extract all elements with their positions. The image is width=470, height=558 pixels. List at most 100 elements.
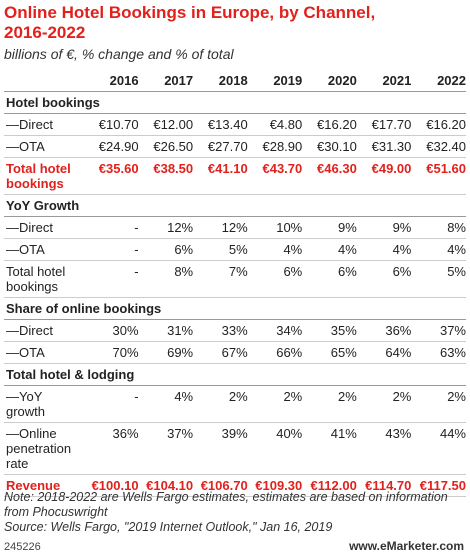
cell: €38.50 <box>138 157 194 195</box>
row-label: —YoY growth <box>4 385 84 423</box>
section-title: Hotel bookings <box>4 91 466 114</box>
cell: €12.00 <box>138 113 194 136</box>
row: —YoY growth -4% 2% 2% 2% 2% 2% <box>4 385 466 423</box>
cell: - <box>84 385 139 423</box>
cell: 63% <box>411 341 466 364</box>
row-label: Total hotel bookings <box>4 260 84 298</box>
cell: 9% <box>302 216 357 239</box>
row: —OTA 70% 69% 67% 66% 65% 64% 63% <box>4 341 466 364</box>
cell: €35.60 <box>84 157 139 195</box>
cell: €16.20 <box>411 113 466 136</box>
cell: 6% <box>138 238 194 261</box>
cell: €106.70 <box>193 474 248 497</box>
chart-id: 245226 <box>4 541 41 553</box>
cell: - <box>84 260 139 298</box>
cell: 69% <box>138 341 194 364</box>
subtitle: billions of €, % change and % of total <box>4 46 234 62</box>
row: —OTA -6% 5% 4% 4% 4% 4% <box>4 238 466 261</box>
cell: 8% <box>411 216 466 239</box>
cell: 6% <box>247 260 303 298</box>
cell: 64% <box>356 341 412 364</box>
row-label: —OTA <box>4 341 84 364</box>
section-row: Total hotel & lodging <box>4 363 466 386</box>
cell: €114.70 <box>356 474 412 497</box>
column-header: 2017 <box>138 70 194 92</box>
row: —Direct 30% 31% 33% 34% 35% 36% 37% <box>4 319 466 342</box>
cell: 10% <box>247 216 303 239</box>
column-header: 2022 <box>411 70 466 92</box>
cell: €27.70 <box>193 135 248 158</box>
note: Note: 2018-2022 are Wells Fargo estimate… <box>4 490 448 519</box>
section-row: YoY Growth <box>4 194 466 217</box>
cell: 37% <box>411 319 466 342</box>
cell: 4% <box>138 385 194 423</box>
cell: 65% <box>302 341 357 364</box>
cell: €10.70 <box>84 113 139 136</box>
cell: 6% <box>302 260 357 298</box>
cell: 36% <box>84 422 139 475</box>
column-header: 2020 <box>302 70 357 92</box>
row-label: Revenue <box>4 474 84 497</box>
cell: €100.10 <box>84 474 139 497</box>
cell: 2% <box>411 385 466 423</box>
cell: €46.30 <box>302 157 357 195</box>
row-label: Total hotel bookings <box>4 157 84 195</box>
column-header: 2019 <box>247 70 303 92</box>
section-title: Total hotel & lodging <box>4 363 466 386</box>
brand: www.eMarketer.com <box>349 539 464 553</box>
cell: 34% <box>247 319 303 342</box>
cell: 2% <box>193 385 248 423</box>
row-label: —Online penetration rate <box>4 422 84 475</box>
cell: €28.90 <box>247 135 303 158</box>
cell: 4% <box>247 238 303 261</box>
cell: €49.00 <box>356 157 412 195</box>
cell: 2% <box>247 385 303 423</box>
column-header: 2016 <box>84 70 139 92</box>
section-row: Hotel bookings <box>4 91 466 114</box>
cell: €51.60 <box>411 157 466 195</box>
cell: 4% <box>411 238 466 261</box>
cell: €43.70 <box>247 157 303 195</box>
header-row: 2016 2017 2018 2019 2020 2021 2022 <box>4 70 466 92</box>
cell: €4.80 <box>247 113 303 136</box>
cell: 2% <box>356 385 412 423</box>
cell: €112.00 <box>302 474 357 497</box>
cell: 5% <box>411 260 466 298</box>
notes: Note: 2018-2022 are Wells Fargo estimate… <box>4 490 464 535</box>
cell: €41.10 <box>193 157 248 195</box>
cell: 41% <box>302 422 357 475</box>
cell: 5% <box>193 238 248 261</box>
cell: €24.90 <box>84 135 139 158</box>
section-title: YoY Growth <box>4 194 466 217</box>
cell: 70% <box>84 341 139 364</box>
cell: €104.10 <box>138 474 194 497</box>
section-row: Share of online bookings <box>4 297 466 320</box>
cell: €31.30 <box>356 135 412 158</box>
cell: €30.10 <box>302 135 357 158</box>
cell: 44% <box>411 422 466 475</box>
row: —Direct €10.70 €12.00 €13.40 €4.80 €16.20 €17.… <box>4 113 466 136</box>
cell: 33% <box>193 319 248 342</box>
cell: 37% <box>138 422 194 475</box>
cell: €117.50 <box>411 474 466 497</box>
cell: 39% <box>193 422 248 475</box>
cell: 7% <box>193 260 248 298</box>
cell: €16.20 <box>302 113 357 136</box>
cell: 35% <box>302 319 357 342</box>
cell: 2% <box>302 385 357 423</box>
header-blank <box>4 70 84 92</box>
row: Revenue €100.10 €104.10 €106.70 €109.30 €112.… <box>4 474 466 497</box>
row-label: —OTA <box>4 238 84 261</box>
cell: €13.40 <box>193 113 248 136</box>
cell: 67% <box>193 341 248 364</box>
cell: 43% <box>356 422 412 475</box>
row: —Online penetration rate 36% 37% 39% 40% 41% 4… <box>4 422 466 475</box>
cell: 36% <box>356 319 412 342</box>
source: Source: Wells Fargo, "2019 Internet Outl… <box>4 520 333 534</box>
row: —Direct -12% 12% 10% 9% 9% 8% <box>4 216 466 239</box>
cell: €17.70 <box>356 113 412 136</box>
cell: 8% <box>138 260 194 298</box>
cell: 31% <box>138 319 194 342</box>
cell: 30% <box>84 319 139 342</box>
